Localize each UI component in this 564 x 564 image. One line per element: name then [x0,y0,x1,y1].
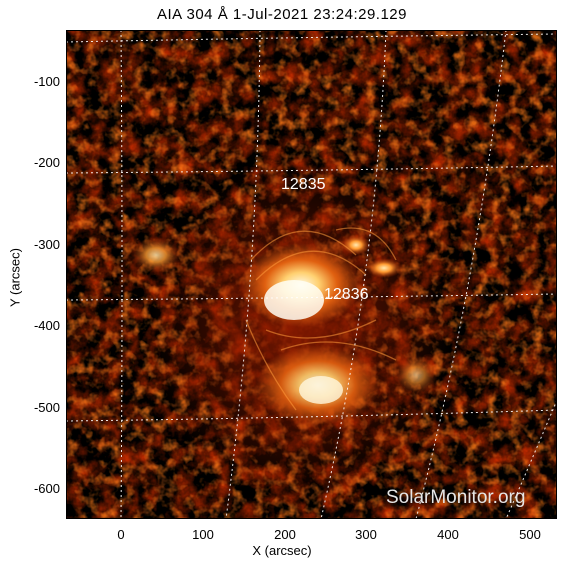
x-tick-label: 300 [355,527,377,542]
x-tick-label: 0 [117,527,125,542]
coordinate-grid [66,30,557,519]
y-tick-label: -500 [33,400,60,415]
solar-image: 12835 12836 [66,30,557,519]
plage-patch-south [394,355,438,395]
active-region-glow [151,160,451,500]
region-label-12835: 12835 [281,176,326,193]
x-tick-label: 400 [437,527,459,542]
coronal-loops [245,227,397,411]
x-tick-label: 200 [274,527,296,542]
region-label-12836: 12836 [324,286,369,303]
y-tick-label: -200 [33,155,60,170]
active-region-bright-kernel [264,280,324,320]
x-tick-label: 100 [192,527,214,542]
x-axis-label: X (arcsec) [252,543,312,558]
lower-bright-kernel [299,376,343,404]
plage-patch [342,235,370,255]
y-tick-label: -600 [33,481,60,496]
image-title: AIA 304 Å 1-Jul-2021 23:24:29.129 [156,6,407,23]
y-axis-label: Y (arcsec) [7,248,23,307]
plage-patch-east [366,258,402,278]
y-tick-label: -300 [33,237,60,252]
solar-image-svg [66,30,557,519]
watermark-text: SolarMonitor.org [386,487,526,508]
y-tick-label: -100 [33,74,60,89]
y-tick-label: -400 [33,318,60,333]
plage-patch-west [131,237,181,273]
x-tick-label: 500 [519,527,541,542]
